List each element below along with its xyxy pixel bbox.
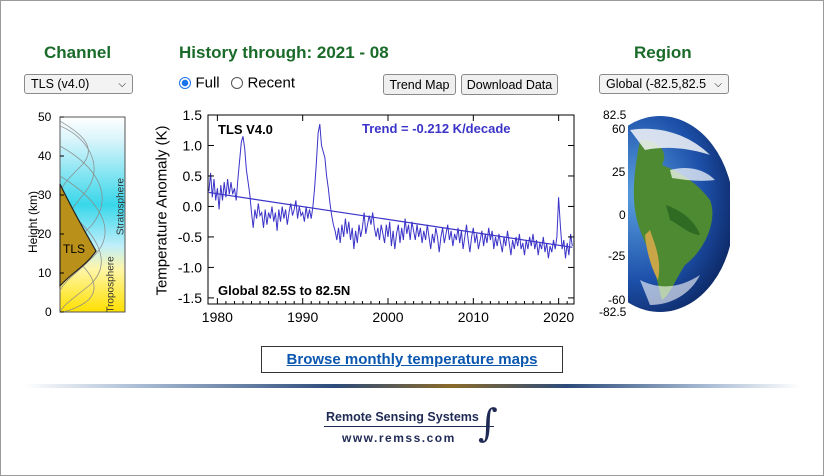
radio-full[interactable]: Full: [179, 74, 220, 92]
chart-region-label: Global 82.5S to 82.5N: [218, 283, 351, 298]
height-axis-label: Height (km): [26, 191, 40, 254]
tls-label: TLS: [63, 242, 86, 256]
channel-select-value: TLS (v4.0): [31, 77, 90, 91]
region-select[interactable]: Global (-82.5,82.5 ⌵: [599, 74, 729, 94]
trend-line: [208, 191, 573, 248]
chevron-down-icon: ⌵: [714, 78, 722, 90]
y-tick-label: 1.5: [183, 108, 203, 123]
company-name: Remote Sensing Systems: [326, 410, 479, 424]
globe-tick-minus-60: -60: [608, 293, 626, 307]
height-tick-40: 40: [38, 149, 52, 163]
x-tick-label: 2020: [543, 309, 574, 325]
x-tick-label: 2000: [372, 309, 403, 325]
globe-tick-82-5: 82.5: [603, 108, 627, 122]
globe-tick-0: 0: [619, 208, 626, 222]
x-tick-label: 1980: [202, 309, 233, 325]
plot-area: [207, 114, 575, 305]
integral-logo-icon: ∫: [478, 401, 498, 445]
trend-map-button[interactable]: Trend Map: [383, 74, 456, 95]
logo-rule: [324, 426, 494, 427]
weighting-function-profile: [6, 106, 136, 322]
temperature-chart: 1980 1990 2000 2010 2020 1.5 1.0 0.5 0.0 -0.5 -1.0…: [150, 107, 590, 332]
height-tick-30: 30: [38, 188, 52, 202]
anomaly-series-line: [208, 124, 573, 259]
radio-recent[interactable]: Recent: [231, 74, 295, 92]
y-tick-label: -0.5: [178, 229, 202, 245]
channel-title: Channel: [44, 43, 112, 62]
chart-inset-title: TLS V4.0: [218, 122, 273, 137]
x-tick-label: 1990: [287, 309, 318, 325]
browse-maps-link[interactable]: Browse monthly temperature maps: [261, 346, 563, 373]
y-tick-label: 1.0: [183, 137, 203, 153]
y-tick-label: -1.0: [178, 259, 202, 275]
chart-trend-label: Trend = -0.212 K/decade: [362, 121, 511, 136]
remss-logo[interactable]: Remote Sensing Systems www.remss.com ∫: [320, 401, 510, 453]
height-tick-10: 10: [38, 266, 52, 280]
radio-full-indicator[interactable]: [179, 76, 191, 89]
section-divider: [24, 384, 800, 388]
globe-tick-60: 60: [612, 122, 626, 136]
history-title: History through: 2021 - 08: [179, 43, 389, 62]
globe-tick-25: 25: [612, 165, 626, 179]
globe-tick-minus-82-5: -82.5: [599, 305, 627, 319]
globe-image: [600, 110, 734, 318]
stratosphere-label: Stratosphere: [115, 177, 127, 236]
height-tick-0: 0: [45, 305, 52, 319]
radio-full-label: Full: [195, 74, 220, 92]
radio-recent-indicator[interactable]: [231, 76, 243, 89]
region-select-value: Global (-82.5,82.5: [606, 77, 707, 91]
chevron-down-icon: ⌵: [118, 78, 126, 90]
region-title: Region: [634, 43, 692, 62]
height-tick-50: 50: [38, 110, 52, 124]
y-tick-label: -1.5: [178, 290, 202, 306]
company-url: www.remss.com: [342, 431, 456, 445]
troposphere-label: Troposphere: [105, 256, 117, 313]
x-tick-label: 2010: [458, 309, 489, 325]
channel-select[interactable]: TLS (v4.0) ⌵: [24, 74, 133, 94]
height-tick-20: 20: [38, 227, 52, 241]
chart-y-axis-label: Temperature Anomaly (K): [153, 125, 171, 296]
y-tick-label: 0.5: [183, 168, 203, 184]
download-data-button[interactable]: Download Data: [461, 74, 558, 95]
radio-recent-label: Recent: [247, 74, 295, 92]
globe-tick-minus-25: -25: [608, 249, 626, 263]
y-tick-label: 0.0: [183, 198, 203, 214]
